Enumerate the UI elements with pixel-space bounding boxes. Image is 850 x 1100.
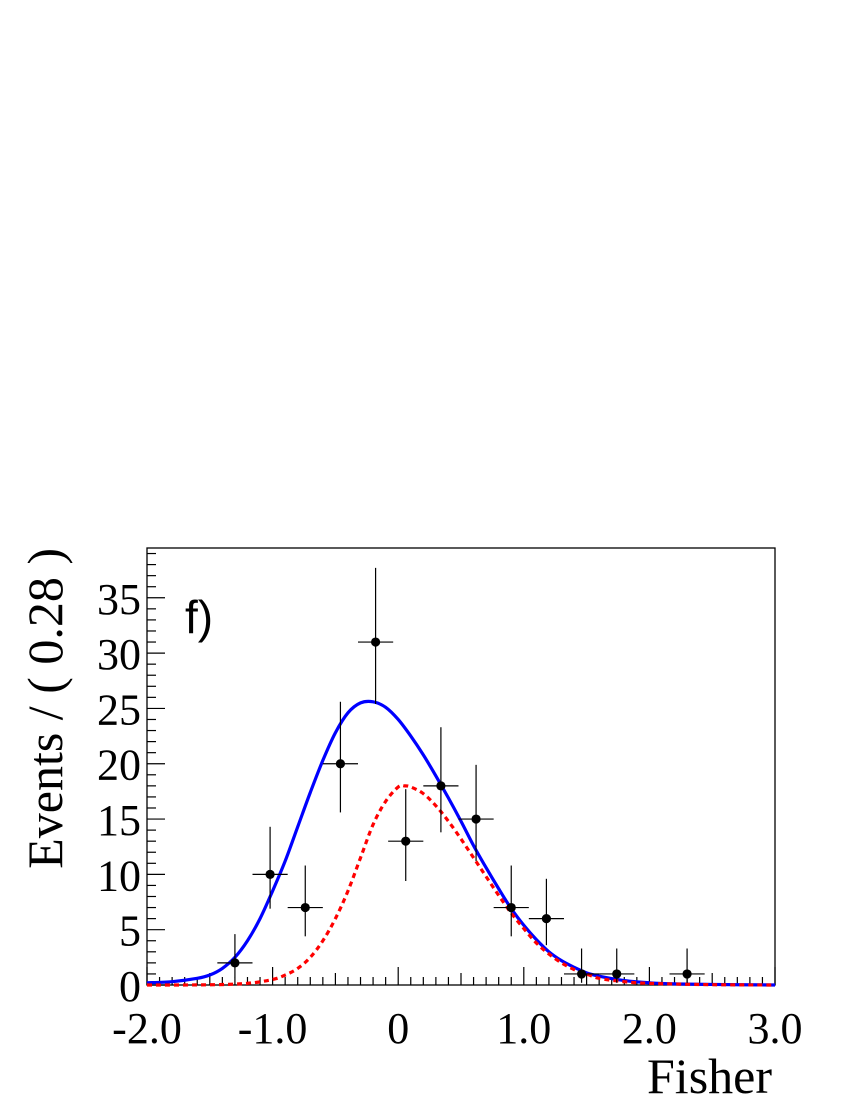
signal-fit-curve	[146, 783, 776, 987]
point-marker	[265, 869, 275, 879]
point-marker	[576, 969, 587, 979]
x-tick-label: -2.0	[112, 1004, 182, 1053]
point-marker	[401, 836, 411, 846]
point-marker	[370, 637, 381, 647]
point-marker	[506, 902, 516, 913]
x-axis-title: Fisher	[647, 1048, 772, 1100]
point-marker	[471, 814, 481, 824]
data-point	[287, 865, 323, 937]
y-tick-label: 35	[97, 575, 141, 624]
data-points	[217, 567, 705, 983]
y-axis-title: Events / ( 0.28 )	[17, 548, 73, 869]
x-tick-label: 1.0	[496, 1004, 551, 1053]
panel-label: f)	[185, 591, 213, 643]
data-point	[217, 934, 253, 978]
point-marker	[682, 969, 692, 979]
x-tick-label: 0	[387, 1004, 409, 1053]
y-tick-label: 10	[97, 851, 141, 900]
data-point	[358, 567, 394, 704]
data-point	[563, 948, 600, 983]
point-marker	[300, 902, 310, 913]
x-tick-label: 3.0	[748, 1004, 803, 1053]
data-point	[388, 789, 424, 882]
x-tick-label: 2.0	[622, 1004, 677, 1053]
point-marker	[436, 781, 446, 791]
y-tick-label: 30	[97, 630, 141, 679]
y-tick-label: 0	[119, 962, 141, 1011]
y-tick-label: 25	[97, 685, 141, 734]
point-marker	[612, 969, 622, 979]
x-tick-label: -1.0	[238, 1004, 308, 1053]
data-point	[528, 878, 564, 946]
y-tick-label: 5	[119, 907, 141, 956]
data-point	[423, 727, 459, 833]
data-point	[493, 865, 529, 937]
point-marker	[335, 759, 346, 769]
data-point	[669, 948, 705, 983]
data-point	[458, 764, 494, 862]
data-point	[599, 948, 635, 983]
tick-labels: -2.0 -1.0 0 1.0 2.0 3.0 0 5 10 15 20 25 30 35	[97, 575, 803, 1053]
point-marker	[230, 958, 240, 968]
y-tick-label: 15	[97, 796, 141, 845]
y-tick-label: 20	[97, 741, 141, 790]
point-marker	[541, 914, 552, 924]
data-point	[322, 701, 359, 813]
data-point	[252, 826, 288, 909]
